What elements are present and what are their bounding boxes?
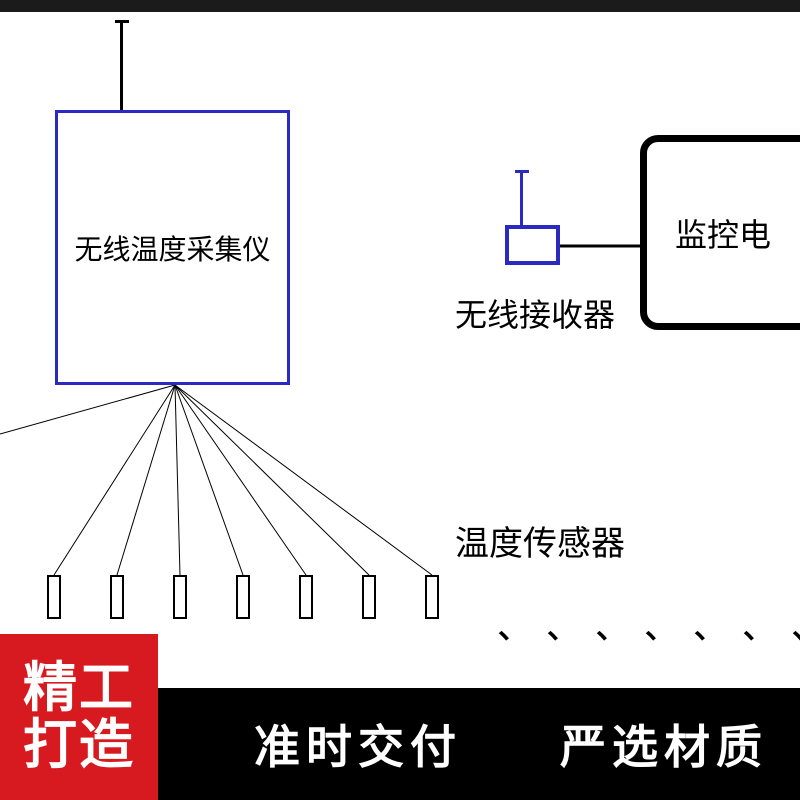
- sensor-node: [110, 575, 124, 619]
- ellipsis-mark: 、: [645, 603, 675, 647]
- banner-badge: 精工 打造: [0, 634, 158, 800]
- ellipsis-mark: 、: [547, 603, 577, 647]
- banner-item: 准时交付: [254, 688, 462, 800]
- banner-badge-line2: 打造: [23, 717, 135, 774]
- collector-node: 无线温度采集仪: [55, 110, 290, 385]
- sensor-node: [236, 575, 250, 619]
- monitor-label: 监控电: [675, 210, 771, 256]
- sensor-node: [47, 575, 61, 619]
- receiver-antenna-tee: [515, 170, 529, 173]
- sensor-node: [173, 575, 187, 619]
- diagram-canvas: 无线温度采集仪 无线接收器 监控电 温度传感器 、、、、、、、 精工 打造 准时…: [0, 0, 800, 800]
- ellipsis-mark: 、: [694, 603, 724, 647]
- ellipsis-mark: 、: [498, 603, 528, 647]
- collector-label: 无线温度采集仪: [74, 228, 270, 268]
- monitor-node: 监控电: [640, 135, 800, 330]
- ellipsis-mark: 、: [596, 603, 626, 647]
- collector-antenna-tee: [115, 20, 129, 23]
- banner-item: 严选材质: [560, 688, 768, 800]
- banner-badge-line1: 精工: [23, 660, 135, 717]
- top-edge-bar: [0, 0, 800, 12]
- sensor-node: [425, 575, 439, 619]
- collector-antenna: [120, 20, 123, 110]
- ellipsis-mark: 、: [743, 603, 773, 647]
- receiver-label: 无线接收器: [455, 290, 615, 336]
- ellipsis-mark: 、: [792, 603, 800, 647]
- sensor-node: [299, 575, 313, 619]
- receiver-node: [505, 225, 560, 265]
- sensor-group-label: 温度传感器: [455, 516, 625, 565]
- receiver-antenna: [520, 170, 523, 225]
- sensor-node: [362, 575, 376, 619]
